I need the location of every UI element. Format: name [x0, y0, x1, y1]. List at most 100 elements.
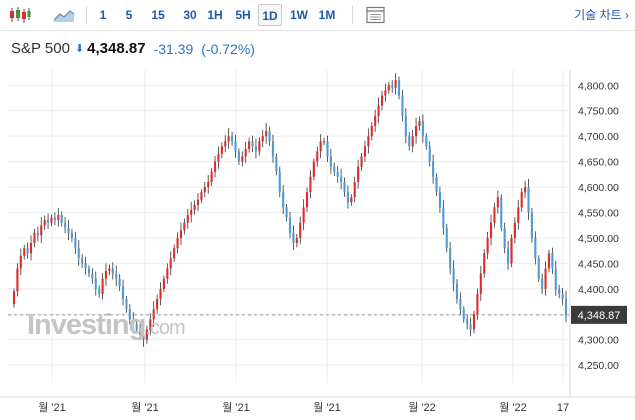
candle-body	[323, 141, 326, 143]
candle-body	[23, 248, 26, 256]
candle-body	[115, 273, 118, 279]
technical-chart-link[interactable]: 기술 차트 ›	[574, 8, 629, 22]
price-change: -31.39	[153, 41, 194, 58]
candle-body	[312, 161, 315, 177]
candle-body	[94, 278, 97, 289]
candle-body	[374, 115, 377, 126]
interval-button-1[interactable]: 1	[99, 8, 107, 22]
candle-body	[411, 136, 414, 147]
candle-body	[564, 299, 568, 315]
toolbar-divider	[352, 6, 353, 24]
interval-button-1m[interactable]: 1M	[318, 8, 336, 22]
candle-body	[183, 222, 186, 231]
candle-body	[125, 299, 128, 310]
candle-body	[16, 268, 19, 292]
candle-body	[445, 227, 448, 249]
candle-body	[12, 291, 16, 305]
candle-body	[336, 171, 339, 177]
candle-body	[139, 329, 142, 335]
candle-body	[367, 136, 370, 147]
y-tick-label: 4,300.00	[578, 335, 619, 347]
candle-body	[67, 227, 70, 233]
last-price: 4,348.87	[87, 40, 146, 58]
candle-body	[384, 90, 387, 96]
candle-body	[179, 230, 183, 238]
candle-body	[268, 131, 271, 142]
candle-body	[217, 153, 220, 162]
candle-body	[452, 268, 455, 284]
candle-body	[166, 268, 169, 279]
price-change-percent: (-0.72%)	[201, 41, 255, 58]
candle-body	[486, 237, 489, 254]
candle-body	[503, 227, 506, 249]
candle-body	[507, 248, 510, 264]
interval-button-1h[interactable]: 1H	[207, 8, 223, 22]
y-tick-label: 4,450.00	[578, 258, 619, 270]
candle-body	[558, 288, 561, 294]
candle-body	[527, 187, 530, 213]
candle-body	[251, 141, 254, 147]
candle-body	[561, 293, 564, 300]
candle-body	[541, 278, 544, 289]
x-tick-label: 월 '21	[222, 401, 250, 414]
candle-body	[234, 141, 237, 152]
candle-body	[500, 197, 503, 228]
interval-button-1d[interactable]: 1D	[258, 4, 282, 26]
candle-body	[104, 271, 108, 279]
layout-panel-icon[interactable]	[364, 6, 388, 24]
candle-body	[40, 225, 43, 236]
candle-body	[288, 217, 292, 233]
x-tick-label: 월 '21	[38, 401, 66, 414]
candle-body	[162, 278, 165, 289]
candle-body	[57, 215, 60, 221]
price-chart[interactable]: 4,250.004,300.004,350.004,400.004,450.00…	[0, 70, 635, 420]
candle-body	[118, 278, 121, 287]
candle-body	[455, 283, 459, 300]
y-tick-label: 4,700.00	[578, 131, 619, 143]
candle-body	[316, 151, 319, 162]
last-price-tag	[571, 305, 627, 324]
interval-button-30[interactable]: 30	[183, 8, 197, 22]
candle-body	[26, 248, 29, 254]
candle-body	[237, 151, 240, 162]
y-tick-label: 4,400.00	[578, 284, 619, 296]
candle-body	[149, 319, 152, 330]
candle-body	[483, 253, 486, 274]
candle-body	[459, 299, 462, 310]
candle-body	[111, 268, 114, 274]
y-tick-label: 4,250.00	[578, 360, 619, 372]
candle-body	[77, 248, 80, 259]
candle-body	[60, 215, 63, 223]
candle-body	[421, 120, 424, 137]
candle-body	[224, 141, 227, 147]
candle-body	[551, 253, 554, 269]
candle-body	[213, 161, 217, 172]
candle-body	[132, 319, 135, 325]
candle-body	[472, 314, 476, 330]
candle-body	[186, 215, 189, 223]
candlestick-chart-icon[interactable]	[8, 6, 32, 24]
candle-body	[309, 176, 312, 193]
candle-body	[353, 181, 356, 198]
candle-body	[493, 207, 496, 223]
interval-button-5h[interactable]: 5H	[235, 8, 251, 22]
candle-body	[537, 258, 540, 279]
interval-button-5[interactable]: 5	[125, 8, 133, 22]
candle-body	[380, 95, 384, 106]
candle-body	[203, 187, 206, 193]
candle-body	[442, 207, 445, 228]
candle-body	[84, 263, 87, 269]
area-chart-icon[interactable]	[52, 6, 76, 24]
y-tick-label: 4,750.00	[578, 106, 619, 118]
interval-button-15[interactable]: 15	[151, 8, 165, 22]
x-tick-label: 월 '21	[131, 401, 159, 414]
candle-body	[466, 319, 469, 325]
candle-body	[231, 136, 234, 142]
candle-body	[517, 207, 520, 223]
candle-body	[128, 309, 131, 320]
candle-body	[479, 273, 482, 294]
interval-button-1w[interactable]: 1W	[290, 8, 308, 22]
candle-body	[159, 288, 162, 300]
candle-body	[292, 232, 295, 244]
candle-body	[64, 222, 67, 228]
